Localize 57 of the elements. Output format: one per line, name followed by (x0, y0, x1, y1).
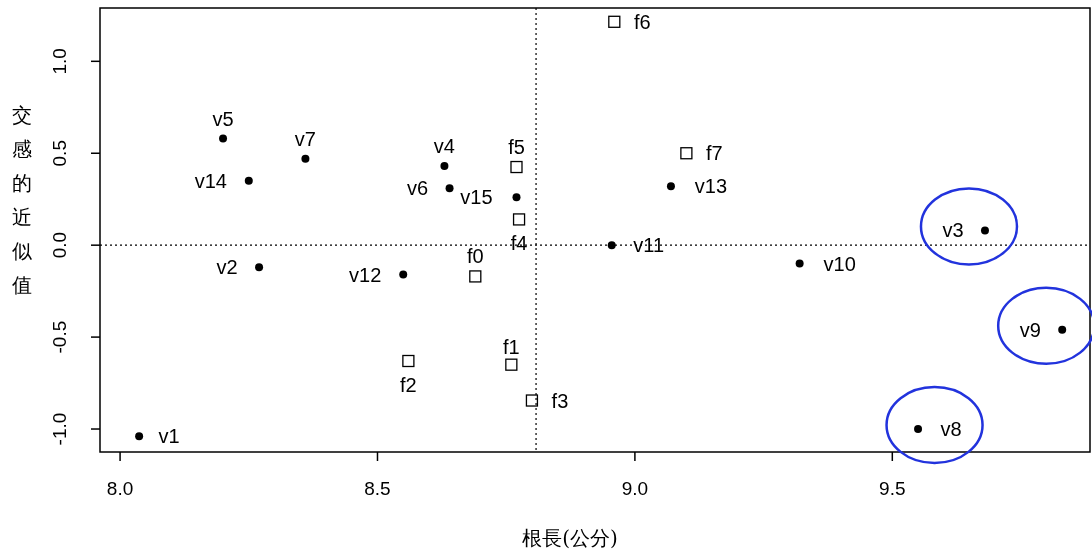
annotation: f3 (551, 389, 569, 412)
point (402, 354, 415, 368)
annotation: v1 (158, 425, 180, 448)
point (680, 147, 693, 160)
x-tick-label: 8.5 (364, 478, 391, 499)
y-tick-label: -0.5 (49, 320, 70, 354)
point (607, 241, 616, 250)
annotation: v9 (1019, 318, 1041, 341)
annotation: f4 (510, 232, 528, 255)
y-tick-label: 0.0 (49, 231, 70, 259)
annotation: v14 (194, 169, 227, 192)
point (445, 184, 454, 193)
point (301, 154, 310, 163)
point (914, 425, 923, 434)
annotation: v7 (294, 127, 316, 150)
point (795, 259, 804, 268)
point (505, 358, 518, 371)
y-tick-label: 0.5 (49, 140, 70, 167)
point (399, 270, 408, 279)
annotation: f6 (633, 10, 651, 33)
point (135, 432, 144, 441)
x-tick-label: 8.0 (106, 478, 134, 499)
annotation: f1 (503, 335, 520, 358)
annotation: f0 (466, 245, 484, 268)
point (608, 15, 621, 28)
point (512, 193, 521, 202)
point (525, 394, 539, 407)
point (469, 270, 482, 283)
point (512, 213, 526, 226)
annotation: v13 (694, 175, 728, 198)
annotation: v10 (823, 252, 856, 275)
annotation: f5 (508, 136, 525, 159)
point (244, 176, 253, 185)
point (510, 160, 523, 174)
annotation: v6 (407, 177, 429, 200)
point (1058, 325, 1067, 334)
x-axis-title: 根長(公分) (522, 526, 618, 550)
x-tick-label: 9.0 (621, 478, 649, 499)
annotation: v3 (942, 219, 964, 242)
point (255, 263, 264, 272)
point (666, 182, 675, 191)
annotation: f7 (706, 142, 723, 165)
annotation: v5 (212, 107, 234, 130)
annotation: v4 (433, 135, 455, 158)
annotation: v11 (633, 234, 665, 257)
point (440, 162, 449, 171)
point (980, 226, 989, 235)
annotation: f2 (400, 373, 417, 396)
y-tick-label: -1.0 (49, 412, 70, 446)
y-tick-label: 1.0 (49, 48, 70, 75)
annotation: v8 (940, 418, 962, 441)
x-tick-label: 9.5 (879, 478, 906, 499)
annotation: v12 (349, 263, 382, 286)
annotation: v2 (216, 256, 238, 279)
y-axis-title: 交感的近似值 (12, 103, 32, 297)
point (219, 134, 228, 143)
annotation: v15 (460, 186, 493, 209)
